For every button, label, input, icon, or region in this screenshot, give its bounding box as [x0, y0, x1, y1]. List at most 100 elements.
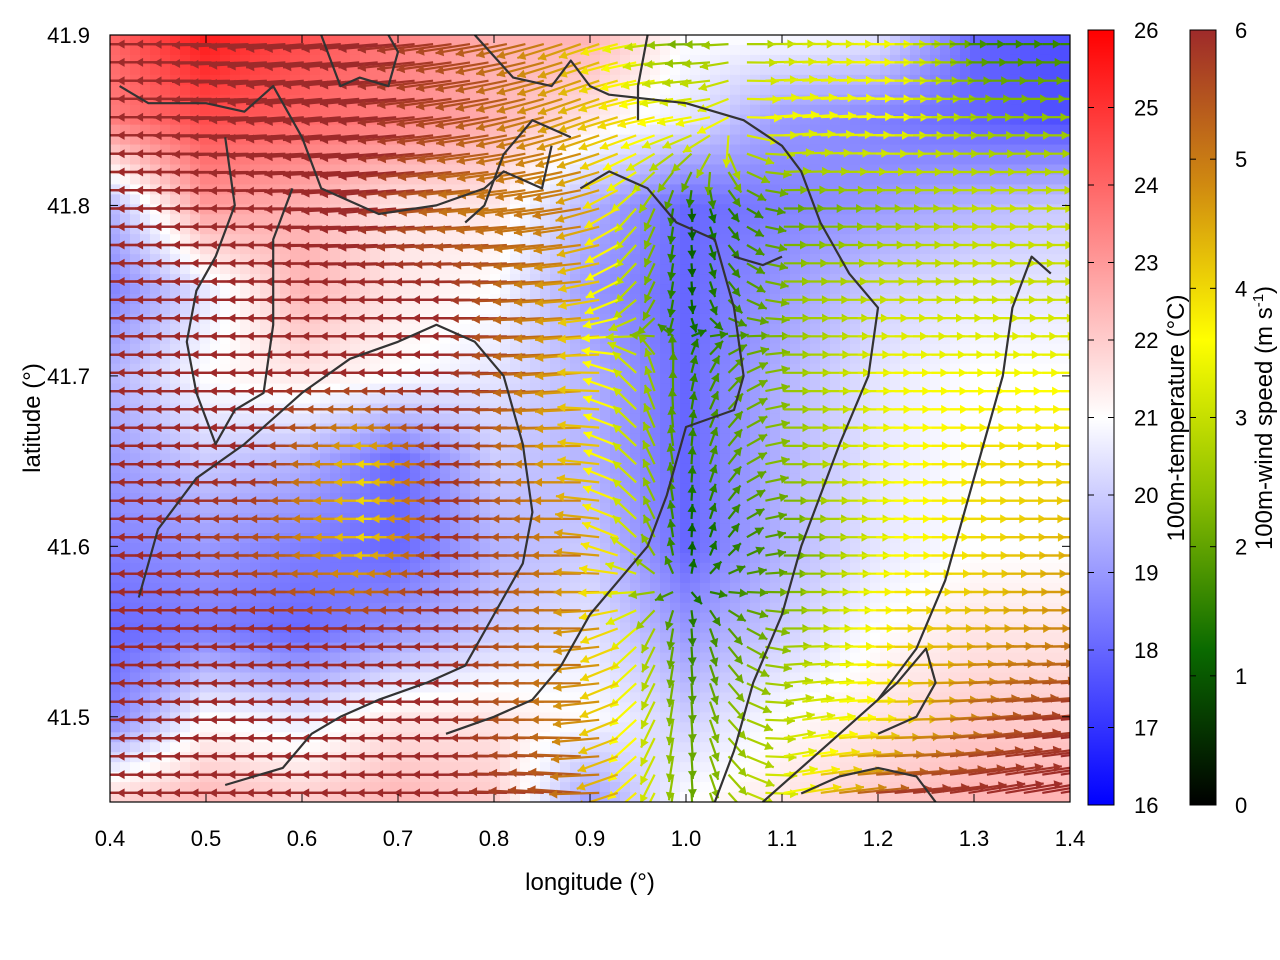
temperature-cell — [140, 413, 151, 425]
temperature-cell — [220, 463, 231, 474]
temperature-cell — [400, 493, 411, 504]
temperature-cell — [770, 333, 781, 345]
temperature-cell — [210, 104, 221, 116]
temperature-cell — [280, 64, 291, 76]
temperature-cell — [430, 353, 441, 365]
temperature-cell — [990, 443, 1001, 454]
temperature-cell — [290, 433, 301, 444]
temperature-cell — [670, 513, 681, 524]
temperature-cell — [230, 84, 241, 96]
temperature-cell — [540, 254, 551, 265]
temperature-cell — [380, 383, 391, 395]
temperature-cell — [630, 413, 641, 425]
temperature-cell — [750, 433, 761, 444]
temperature-cell — [790, 463, 801, 474]
temperature-cell — [150, 164, 161, 176]
temperature-cell — [280, 244, 291, 255]
temperature-cell — [710, 74, 721, 86]
temperature-cell — [720, 323, 731, 335]
temperature-cell — [690, 254, 701, 265]
temperature-cell — [110, 523, 121, 534]
temperature-cell — [670, 64, 681, 76]
temperature-cell — [680, 164, 691, 176]
temperature-cell — [150, 244, 161, 255]
temperature-cell — [810, 64, 821, 76]
temperature-cell — [440, 443, 451, 454]
temperature-cell — [490, 303, 501, 315]
temperature-cell — [310, 413, 321, 425]
temperature-cell — [360, 303, 371, 315]
temperature-cell — [900, 144, 911, 156]
temperature-cell — [880, 433, 891, 444]
temperature-cell — [660, 503, 671, 514]
temperature-cell — [190, 84, 201, 96]
temperature-cell — [300, 493, 311, 504]
temperature-cell — [390, 323, 401, 335]
temperature-cell — [750, 114, 761, 126]
temperature-cell — [350, 284, 361, 295]
temperature-cell — [200, 393, 211, 405]
temperature-cell — [930, 124, 941, 136]
temperature-cell — [970, 393, 981, 405]
temperature-cell — [430, 124, 441, 136]
temperature-cell — [260, 473, 271, 484]
temperature-cell — [160, 44, 171, 56]
temperature-cell — [850, 523, 861, 534]
temperature-cell — [200, 323, 211, 335]
temperature-cell — [260, 523, 271, 534]
temperature-cell — [570, 503, 581, 514]
temperature-cell — [360, 104, 371, 116]
temperature-cell — [630, 523, 641, 534]
temperature-cell — [160, 35, 171, 46]
temperature-cell — [450, 74, 461, 86]
temperature-cell — [970, 523, 981, 534]
temperature-cell — [850, 533, 861, 544]
temperature-cell — [830, 423, 841, 435]
temperature-cell — [1000, 393, 1011, 405]
temperature-cell — [840, 333, 851, 345]
temperature-cell — [1000, 453, 1011, 464]
temperature-cell — [580, 453, 591, 464]
temperature-cell — [150, 473, 161, 484]
temperature-cell — [720, 383, 731, 395]
temperature-cell — [710, 363, 721, 375]
temperature-cell — [730, 224, 741, 235]
temperature-cell — [490, 264, 501, 275]
temperature-cell — [430, 164, 441, 176]
temperature-cell — [230, 343, 241, 355]
temperature-cell — [490, 493, 501, 504]
temperature-cell — [1030, 124, 1041, 136]
temperature-cell — [850, 443, 861, 454]
temperature-cell — [980, 343, 991, 355]
temperature-cell — [870, 154, 881, 166]
temperature-cell — [140, 453, 151, 464]
temperature-cell — [230, 174, 241, 186]
temperature-cell — [510, 393, 521, 405]
temperature-cell — [780, 523, 791, 534]
temperature-cell — [750, 423, 761, 435]
temperature-cell — [120, 443, 131, 454]
temperature-cell — [580, 423, 591, 435]
temperature-cell — [620, 443, 631, 454]
temperature-cell — [1030, 393, 1041, 405]
temperature-cell — [270, 214, 281, 225]
temperature-cell — [780, 423, 791, 435]
temperature-cell — [110, 144, 121, 156]
temperature-cell — [890, 443, 901, 454]
temperature-cell — [880, 323, 891, 335]
temperature-cell — [410, 373, 421, 385]
temperature-cell — [910, 94, 921, 106]
temperature-cell — [220, 433, 231, 444]
temperature-cell — [210, 343, 221, 355]
temperature-cell — [520, 483, 531, 494]
temperature-cell — [720, 333, 731, 345]
temperature-cell — [310, 543, 321, 554]
temperature-cell — [830, 264, 841, 275]
temperature-cell — [770, 403, 781, 415]
temperature-cell — [970, 224, 981, 235]
temperature-cell — [390, 194, 401, 205]
temperature-cell — [610, 74, 621, 86]
temperature-cell — [1040, 254, 1051, 265]
temperature-cell — [940, 523, 951, 534]
temperature-cell — [150, 274, 161, 285]
